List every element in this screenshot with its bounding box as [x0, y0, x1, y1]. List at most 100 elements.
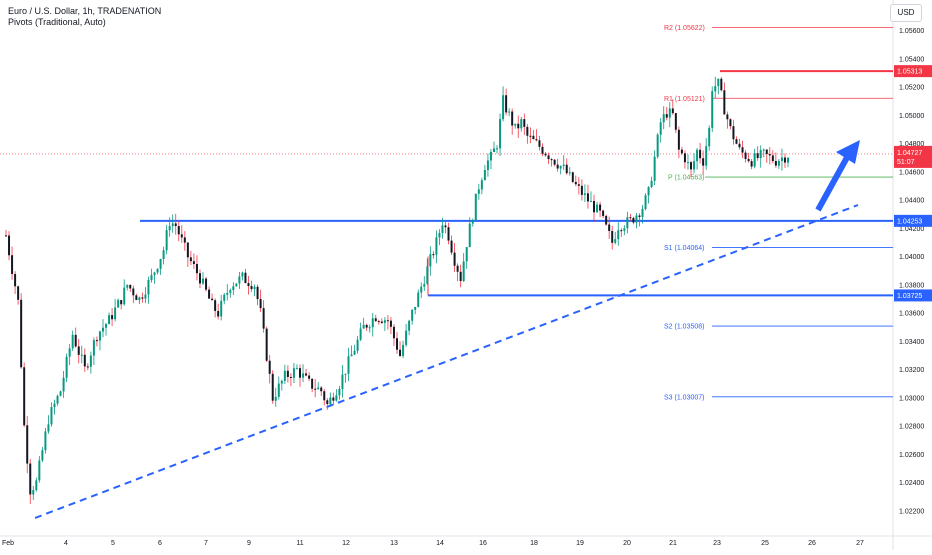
candle-body: [723, 90, 726, 115]
candle-body: [262, 308, 265, 329]
candle-body: [98, 331, 101, 341]
candle-body: [511, 111, 514, 126]
level-price-tag: [894, 289, 932, 302]
candle-body: [741, 147, 744, 153]
current-price-label: 1.04727: [897, 150, 922, 157]
candle-body: [526, 126, 529, 136]
candle-body: [571, 172, 574, 182]
candle-body: [295, 368, 298, 370]
y-tick-label: 1.05000: [899, 113, 924, 120]
currency-button[interactable]: USD: [890, 4, 922, 22]
candle-body: [402, 344, 405, 356]
candle-body: [459, 271, 462, 282]
candle-body: [132, 288, 135, 296]
y-tick-label: 1.04000: [899, 254, 924, 261]
candle-body: [17, 286, 20, 300]
candle-body: [250, 286, 253, 290]
x-tick-label: 18: [530, 540, 538, 547]
candle-body: [174, 223, 177, 227]
support-trendline[interactable]: [34, 204, 859, 519]
candle-body: [126, 284, 129, 288]
candle-body: [714, 86, 717, 92]
candle-body: [423, 283, 426, 287]
candle-body: [101, 327, 104, 332]
candle-body: [347, 356, 350, 374]
y-tick-label: 1.02400: [899, 480, 924, 487]
candle-body: [735, 139, 738, 144]
pivot-label-s3: S3 (1.03007): [664, 394, 704, 401]
candle-body: [508, 111, 511, 113]
candle-body: [780, 157, 783, 162]
candle-body: [68, 348, 71, 357]
candle-body: [156, 268, 159, 273]
y-tick-label: 1.05400: [899, 56, 924, 63]
candle-body: [589, 201, 592, 203]
candle-body: [783, 157, 786, 163]
candle-body: [468, 223, 471, 248]
candle-body: [520, 119, 523, 129]
candle-body: [474, 193, 477, 221]
candle-body: [205, 278, 208, 290]
x-tick-label: 19: [576, 540, 584, 547]
x-tick-label: 26: [808, 540, 816, 547]
x-tick-label: 12: [342, 540, 350, 547]
candle-body: [247, 283, 250, 287]
candle-body: [80, 354, 83, 356]
level-price-label: 1.04253: [897, 218, 922, 225]
candle-body: [438, 232, 441, 238]
candle-body: [44, 431, 47, 451]
candle-body: [680, 149, 683, 154]
candle-body: [71, 334, 74, 349]
arrow-shaft: [815, 150, 853, 212]
candle-body: [462, 261, 465, 282]
candle-body: [771, 155, 774, 162]
candle-body: [192, 261, 195, 264]
candle-body: [41, 450, 44, 461]
candle-body: [629, 217, 632, 219]
candle-body: [65, 356, 68, 378]
candle-body: [408, 320, 411, 331]
candle-body: [183, 237, 186, 243]
candle-body: [693, 161, 696, 170]
candle-body: [356, 339, 359, 351]
candle-body: [59, 391, 62, 396]
candle-body: [62, 377, 65, 392]
candle-body: [480, 180, 483, 190]
candle-body: [420, 286, 423, 293]
candle-body: [550, 159, 553, 161]
x-tick-label: 7: [204, 540, 208, 547]
candle-body: [777, 161, 780, 166]
candle-body: [171, 223, 174, 227]
candle-body: [429, 254, 432, 267]
candle-body: [538, 140, 541, 147]
candle-body: [738, 143, 741, 148]
x-tick-label: 25: [761, 540, 769, 547]
candle-body: [465, 247, 468, 262]
candle-body: [620, 230, 623, 232]
candle-body: [274, 396, 277, 401]
candle-body: [586, 193, 589, 202]
indicator-label[interactable]: Pivots (Traditional, Auto): [8, 17, 106, 27]
candle-body: [165, 230, 168, 251]
y-tick-label: 1.03000: [899, 395, 924, 402]
candle-body: [120, 300, 123, 305]
candle-body: [396, 338, 398, 350]
candle-body: [326, 400, 329, 405]
candle-body: [593, 201, 596, 213]
candle-body: [447, 227, 450, 241]
candle-body: [211, 298, 214, 301]
candle-body: [559, 166, 562, 169]
y-tick-label: 1.04800: [899, 141, 924, 148]
candle-body: [271, 373, 274, 401]
candle-body: [405, 330, 408, 345]
candle-body: [180, 234, 183, 238]
candle-body: [753, 153, 756, 167]
candle-body: [453, 252, 456, 266]
candle-body: [74, 334, 77, 347]
candle-body: [341, 374, 344, 389]
candle-body: [38, 460, 41, 481]
candle-body: [332, 397, 335, 401]
candle-body: [23, 367, 26, 426]
